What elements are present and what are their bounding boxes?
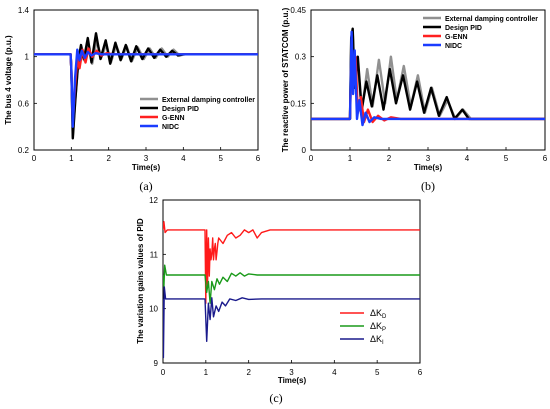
x-tick-label-a: 0 [32,154,37,163]
x-tick-label-b: 3 [426,154,431,163]
x-tick-label-c: 0 [161,368,166,377]
y-tick-label-b: 0.15 [290,99,306,108]
x-tick-label-c: 2 [246,368,251,377]
y-tick-label-c: 11 [150,250,159,259]
x-axis-label-a: Time(s) [132,163,161,172]
legend-label-c-3: ΔKI [370,334,384,346]
legend-label-b-1: External damping controller [445,16,538,23]
series-group-c [163,220,420,359]
x-axis-label-c: Time(s) [278,376,307,385]
legend-label-c-2: ΔKP [370,321,386,333]
plot-area-b [310,9,546,151]
y-tick-label-a: 1.4 [18,6,30,15]
y-tick-label-a: 1 [25,53,30,62]
panel-label-a: (a) [139,179,152,193]
legend-subscript-c-2: P [382,327,386,333]
legend-label-b-3: G-ENN [445,34,468,41]
legend-subscript-c-1: D [382,314,387,320]
series-line-b-4 [311,30,545,127]
legend-label-b-2: Design PID [445,25,482,32]
x-tick-label-b: 6 [543,154,548,163]
legend-subscript-c-3: I [382,340,384,346]
series-line-a-4 [34,48,258,128]
x-tick-label-a: 1 [69,154,74,163]
x-tick-label-b: 2 [387,154,392,163]
x-tick-label-c: 5 [375,368,380,377]
panel-label-b: (b) [421,179,435,193]
x-tick-label-a: 3 [144,154,149,163]
y-tick-label-c: 10 [149,305,158,314]
x-tick-label-b: 4 [465,154,470,163]
series-line-a-2 [34,32,258,140]
y-tick-label-b: 0.45 [290,6,306,15]
x-tick-label-b: 1 [348,154,353,163]
legend-label-b-4: NIDC [445,43,462,50]
x-tick-label-c: 1 [204,368,209,377]
chart-panel-a: The bus 4 voltage (p.u.) Time(s) (a) 0 1 2… [4,6,261,193]
y-tick-label-a: 0.2 [18,146,30,155]
series-line-c-3 [163,286,420,359]
legend-label-c-1: ΔKD [370,308,387,320]
series-line-c-2 [163,264,420,304]
x-tick-label-a: 6 [256,154,261,163]
y-axis-label-b: The reactive power of STATCOM (p.u.) [281,7,290,152]
x-tick-label-a: 5 [218,154,223,163]
series-line-b-3 [311,46,545,124]
legend-label-a-3: G-ENN [162,115,185,122]
chart-panel-c: The variation gains values of PID Time(s… [136,196,423,405]
y-tick-label-c: 12 [149,196,158,205]
y-tick-label-b: 0.3 [295,53,307,62]
y-tick-label-a: 0.6 [18,99,30,108]
panel-label-c: (c) [269,391,282,405]
series-group-a [34,32,258,140]
chart-panel-b: The reactive power of STATCOM (p.u.) Tim… [281,6,548,193]
x-tick-label-c: 4 [332,368,337,377]
series-line-a-3 [34,47,258,123]
y-tick-label-c: 9 [154,359,159,368]
x-tick-label-c: 3 [289,368,294,377]
legend-label-a-4: NIDC [162,124,179,131]
legend-label-a-1: External damping controller [162,97,255,104]
x-tick-label-a: 2 [106,154,111,163]
plot-area-a [33,9,259,151]
y-axis-label-c: The variation gains values of PID [136,218,145,344]
series-line-c-1 [163,220,420,304]
x-axis-label-b: Time(s) [414,163,443,172]
x-tick-label-b: 0 [309,154,314,163]
y-tick-label-b: 0 [302,146,307,155]
legend-label-a-2: Design PID [162,106,199,113]
x-tick-label-a: 4 [181,154,186,163]
y-axis-label-a: The bus 4 voltage (p.u.) [4,35,13,125]
x-tick-label-b: 5 [504,154,509,163]
x-tick-label-c: 6 [418,368,423,377]
series-group-b [311,27,545,127]
